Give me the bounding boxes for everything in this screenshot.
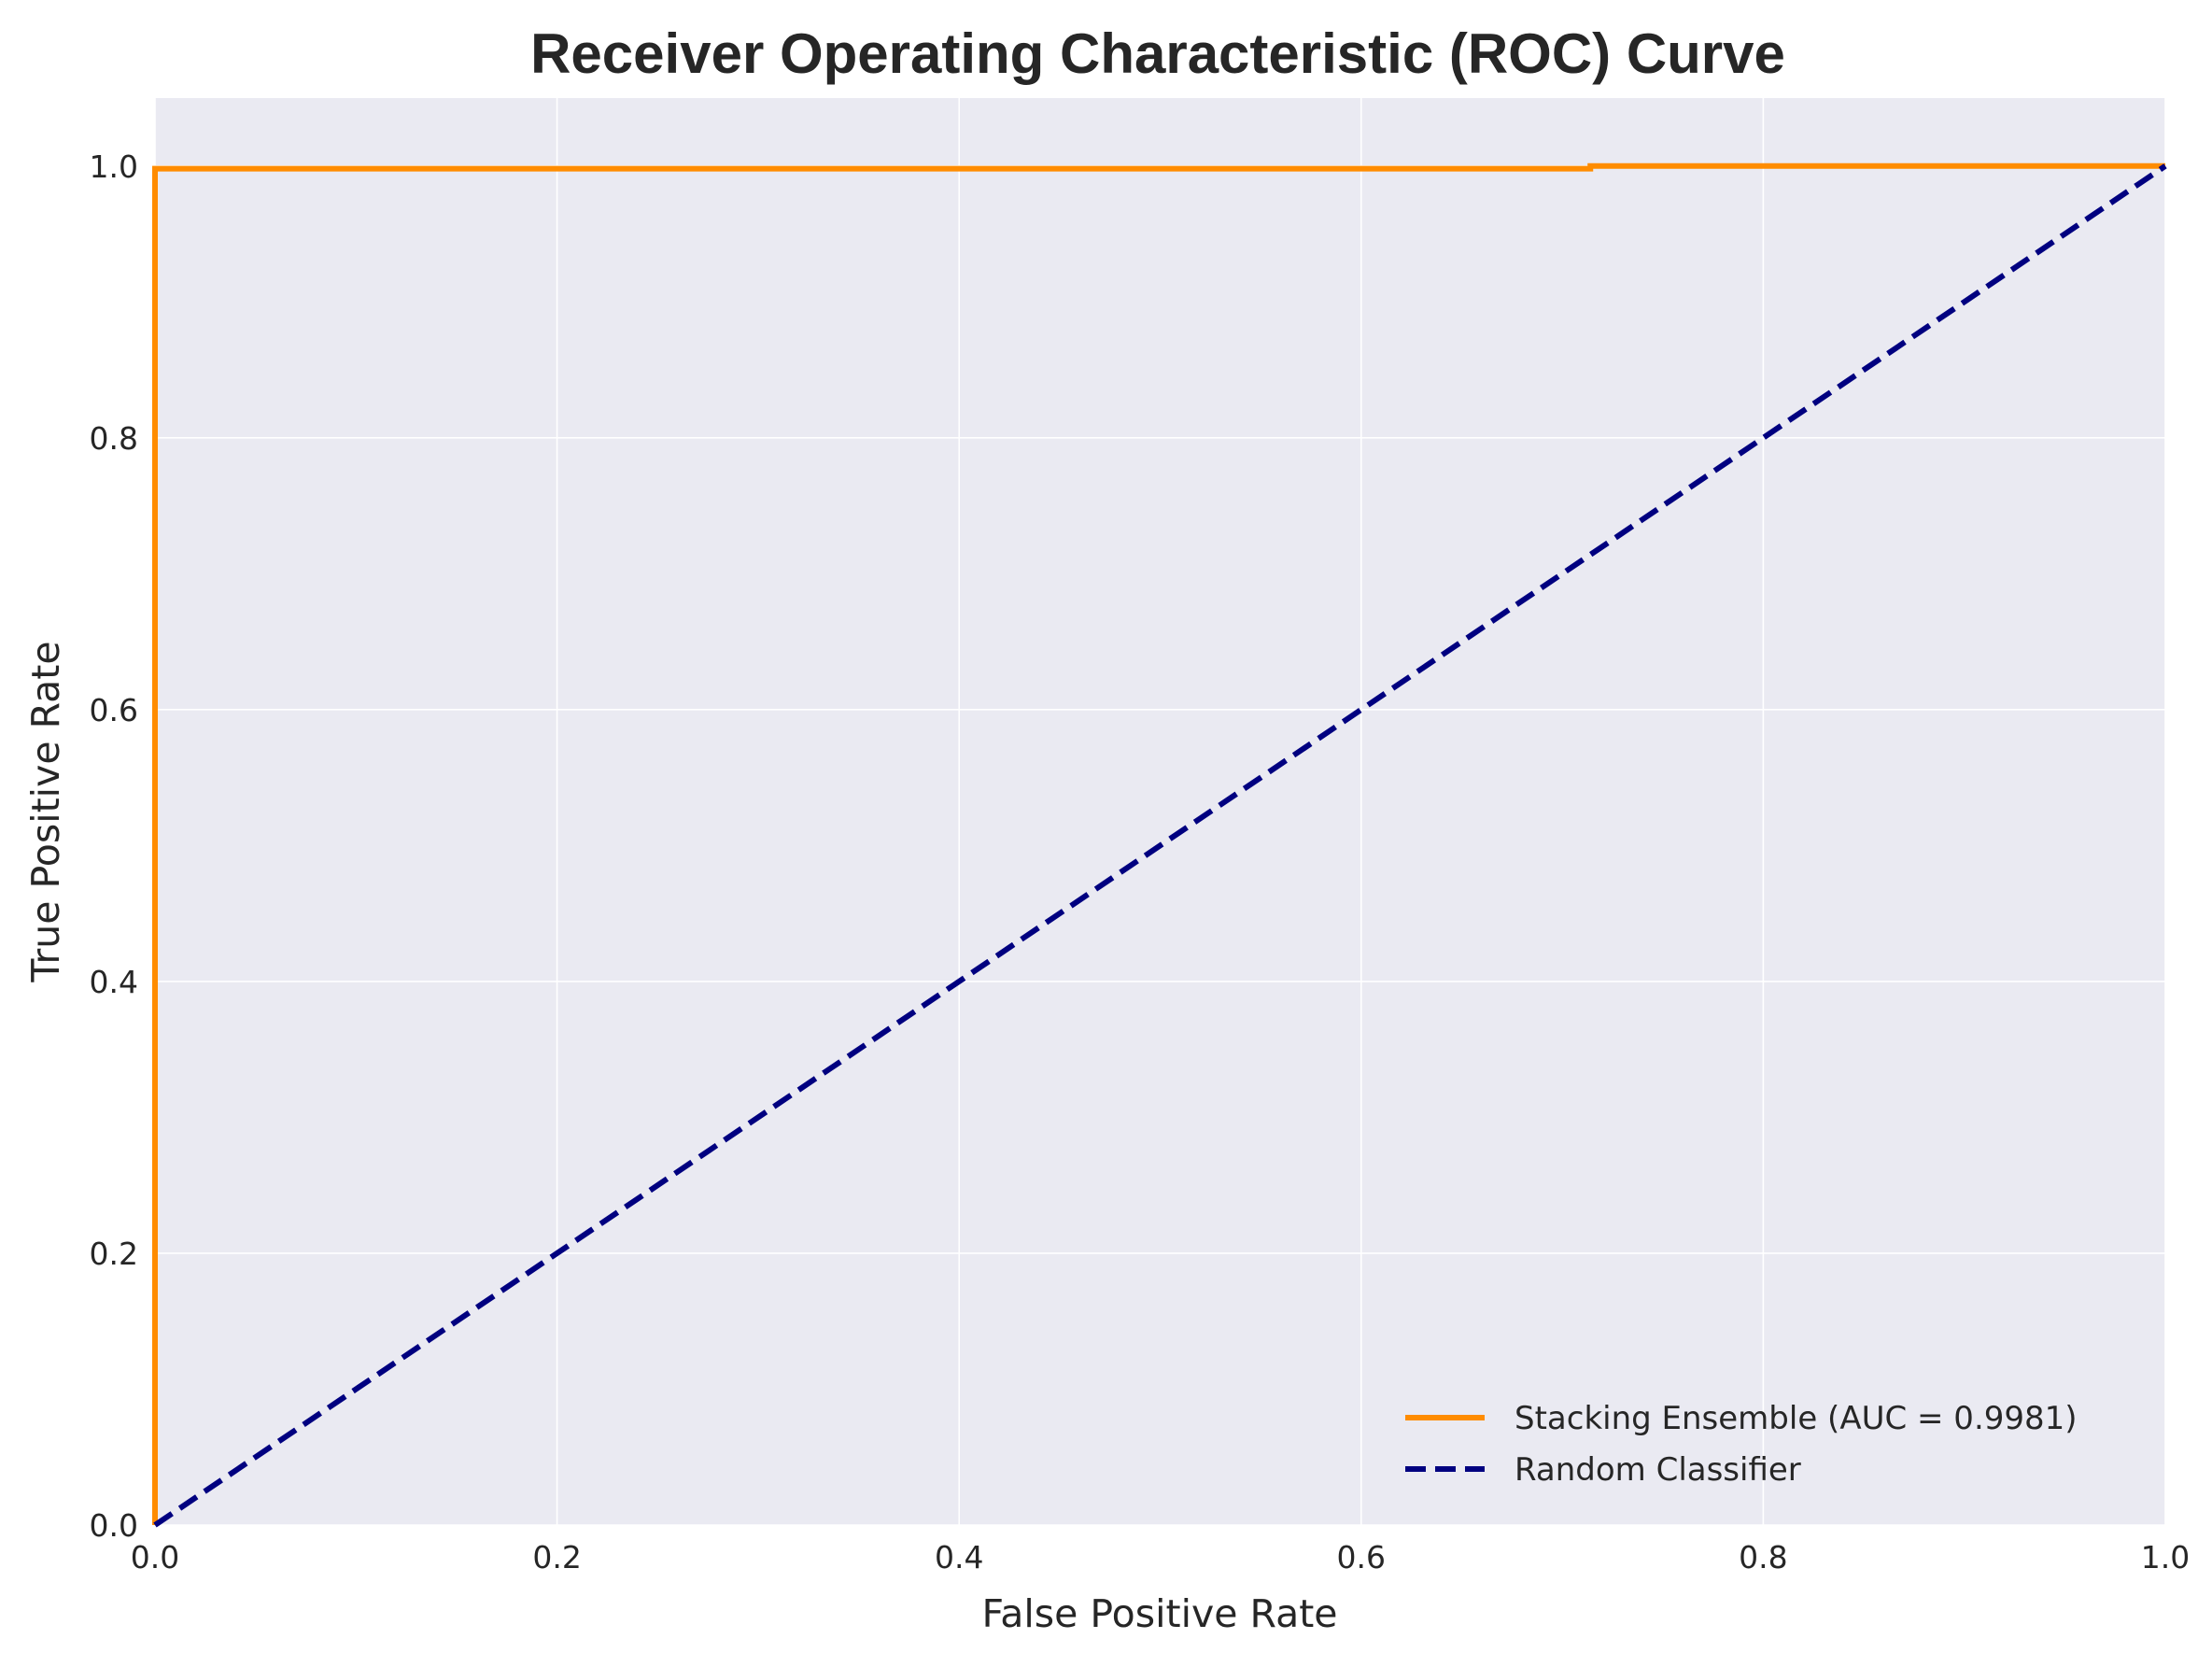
plot-area <box>155 98 2165 1525</box>
legend: Stacking Ensemble (AUC = 0.9981) Random … <box>1405 1400 2078 1489</box>
x-axis-label: False Positive Rate <box>981 1591 1337 1636</box>
y-tick-labels: 0.0 0.2 0.4 0.6 0.8 1.0 <box>90 148 138 1544</box>
x-tick-label: 0.4 <box>935 1539 983 1575</box>
x-tick-label: 0.8 <box>1739 1539 1787 1575</box>
y-tick-label: 0.2 <box>90 1236 138 1272</box>
legend-label-stacking-ensemble: Stacking Ensemble (AUC = 0.9981) <box>1515 1400 2078 1437</box>
y-tick-label: 0.0 <box>90 1507 138 1544</box>
x-tick-label: 1.0 <box>2141 1539 2190 1575</box>
chart-title: Receiver Operating Characteristic (ROC) … <box>530 22 1785 85</box>
y-tick-label: 0.4 <box>90 964 138 1000</box>
y-tick-label: 0.6 <box>90 692 138 728</box>
y-axis-label: True Positive Rate <box>23 641 68 982</box>
series-lines <box>152 162 2167 1528</box>
x-tick-label: 0.2 <box>532 1539 581 1575</box>
x-tick-labels: 0.0 0.2 0.4 0.6 0.8 1.0 <box>131 1539 2190 1575</box>
series-line-stacking-ensemble <box>152 162 2165 1525</box>
series-line-random-classifier <box>153 163 2167 1528</box>
x-tick-label: 0.0 <box>131 1539 179 1575</box>
x-tick-label: 0.6 <box>1337 1539 1386 1575</box>
y-tick-label: 1.0 <box>90 148 138 185</box>
legend-label-random-classifier: Random Classifier <box>1515 1451 1801 1489</box>
y-tick-label: 0.8 <box>90 420 138 457</box>
